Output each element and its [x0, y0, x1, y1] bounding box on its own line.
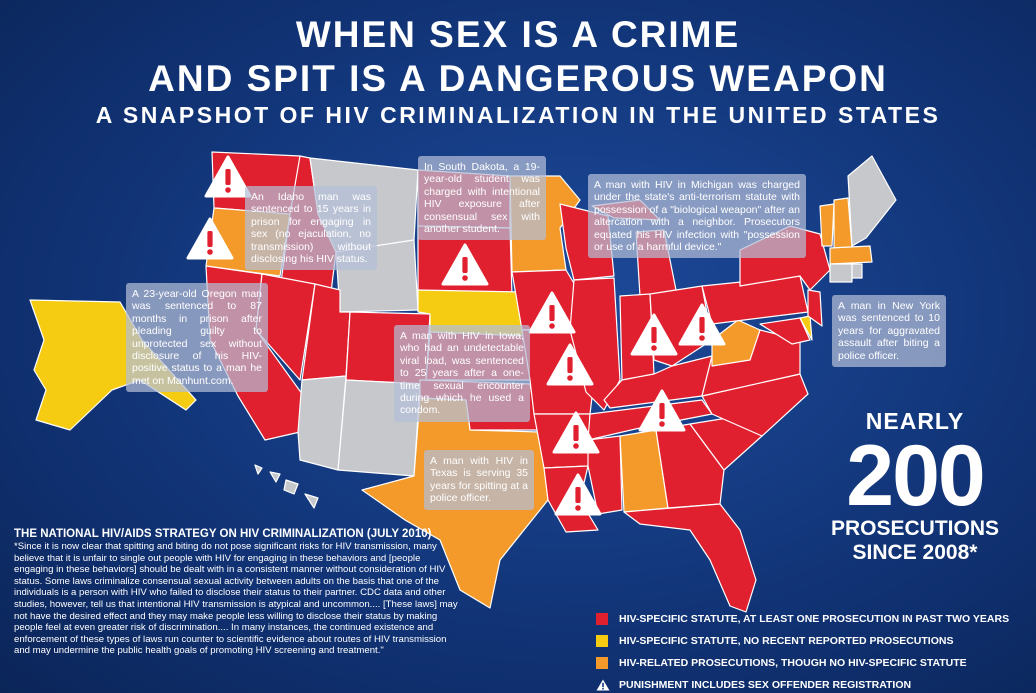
title-line-1: WHEN SEX IS A CRIME	[295, 14, 741, 55]
state-maryland	[759, 317, 811, 345]
legend-label-red: HIV-SPECIFIC STATUTE, AT LEAST ONE PROSE…	[619, 613, 1010, 625]
state-hawaii	[254, 464, 319, 509]
state-maine	[847, 155, 897, 247]
state-massachusetts	[829, 245, 873, 265]
legend-swatch-red	[596, 613, 608, 625]
legend-item-warning: PUNISHMENT INCLUDES SEX OFFENDER REGISTR…	[596, 674, 1009, 693]
subtitle: A SNAPSHOT OF HIV CRIMINALIZATION IN THE…	[95, 102, 941, 128]
state-delaware	[799, 315, 813, 341]
callout-idaho: An Idaho man was sentenced to 15 years i…	[245, 186, 377, 271]
strategy-body: *Since it is now clear that spitting and…	[14, 541, 458, 657]
warning-icon	[596, 679, 610, 691]
state-kentucky	[603, 355, 713, 409]
state-west-virginia	[711, 319, 761, 367]
legend: HIV-SPECIFIC STATUTE, AT LEAST ONE PROSE…	[596, 608, 1009, 693]
callout-michigan: A man with HIV in Michigan was charged u…	[588, 174, 806, 259]
state-rhode-island	[851, 263, 863, 279]
prosecutions-stat: NEARLY 200 PROSECUTIONS SINCE 2008*	[820, 408, 1010, 565]
strategy-title: THE NATIONAL HIV/AIDS STRATEGY ON HIV CR…	[14, 528, 432, 540]
stat-nearly: NEARLY	[865, 408, 965, 434]
legend-item-red: HIV-SPECIFIC STATUTE, AT LEAST ONE PROSE…	[596, 608, 1009, 630]
state-new-jersey	[807, 289, 823, 327]
legend-swatch-orange	[596, 657, 608, 669]
state-florida	[623, 503, 757, 613]
legend-item-orange: HIV-RELATED PROSECUTIONS, THOUGH NO HIV-…	[596, 652, 1009, 674]
stat-number: 200	[846, 428, 986, 524]
stat-prosecutions: PROSECUTIONS	[830, 517, 1000, 540]
callout-south-dakota: In South Dakota, a 19-year-old student w…	[418, 156, 546, 241]
legend-label-warning: PUNISHMENT INCLUDES SEX OFFENDER REGISTR…	[619, 679, 912, 691]
callout-iowa: A man with HIV in Iowa, who had an undet…	[394, 325, 530, 422]
stat-since: SINCE 2008*	[852, 541, 978, 564]
strategy-quote: THE NATIONAL HIV/AIDS STRATEGY ON HIV CR…	[14, 528, 462, 657]
state-mississippi	[587, 435, 623, 515]
callout-texas: A man with HIV in Texas is serving 35 ye…	[424, 450, 534, 510]
legend-swatch-yellow	[596, 635, 608, 647]
title-line-2: AND SPIT IS A DANGEROUS WEAPON	[148, 58, 888, 99]
state-arizona	[297, 375, 347, 471]
callout-oregon: A 23-year-old Oregon man was sentenced t…	[126, 283, 268, 393]
state-connecticut	[829, 263, 853, 283]
state-georgia	[655, 423, 725, 509]
legend-label-orange: HIV-RELATED PROSECUTIONS, THOUGH NO HIV-…	[619, 657, 967, 669]
callout-new-york: A man in New York was sentenced to 10 ye…	[832, 295, 946, 368]
state-vermont	[819, 203, 835, 247]
legend-label-yellow: HIV-SPECIFIC STATUTE, NO RECENT REPORTED…	[619, 635, 954, 647]
legend-item-yellow: HIV-SPECIFIC STATUTE, NO RECENT REPORTED…	[596, 630, 1009, 652]
